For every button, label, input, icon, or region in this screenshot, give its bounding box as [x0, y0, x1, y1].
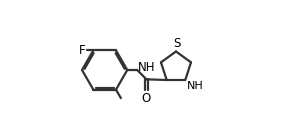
Text: O: O: [142, 92, 151, 105]
Text: F: F: [79, 44, 86, 57]
Text: NH: NH: [138, 61, 155, 74]
Text: NH: NH: [187, 81, 203, 91]
Text: S: S: [173, 37, 181, 50]
